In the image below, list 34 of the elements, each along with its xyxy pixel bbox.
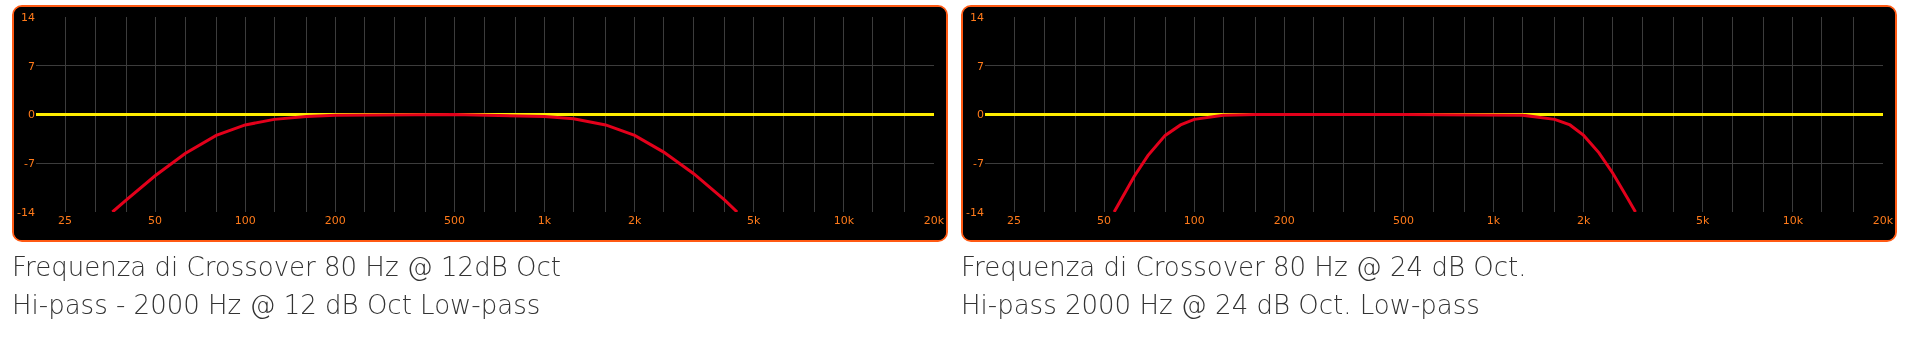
y-tick-label: -14 xyxy=(17,205,35,219)
x-tick-label: 100 xyxy=(1183,214,1205,227)
x-tick-label: 20k xyxy=(923,214,945,227)
x-tick-label: 10k xyxy=(833,214,855,227)
y-tick-label: 14 xyxy=(970,10,984,24)
text: Frequenza di Crossover 80 Hz @ 24 dB Oct. xyxy=(961,252,1527,282)
x-tick-label: 5k xyxy=(747,214,762,227)
x-tick-label: 50 xyxy=(1097,214,1112,227)
y-tick-label: -7 xyxy=(24,157,35,171)
x-tick-label: 2k xyxy=(1576,214,1591,227)
x-tick-label: 1k xyxy=(1486,214,1501,227)
x-tick-label: 50 xyxy=(148,214,163,227)
x-tick-label: 2k xyxy=(627,214,642,227)
x-tick-label: 20k xyxy=(1872,214,1894,227)
x-tick-label: 25 xyxy=(58,214,73,227)
x-tick-label: 10k xyxy=(1782,214,1804,227)
text: Frequenza di Crossover 80 Hz @ 12dB Oct xyxy=(12,252,561,282)
y-tick-label: 14 xyxy=(21,10,35,24)
x-tick-label: 200 xyxy=(1273,214,1295,227)
x-tick-label: 1k xyxy=(537,214,552,227)
y-tick-label: 7 xyxy=(28,59,35,73)
x-tick-label: 25 xyxy=(1007,214,1022,227)
y-tick-label: 0 xyxy=(977,108,984,122)
y-tick-label: 7 xyxy=(977,59,984,73)
y-tick-label: 0 xyxy=(28,108,35,122)
text: Hi-pass - 2000 Hz @ 12 dB Oct Low-pass xyxy=(12,290,541,320)
x-tick-label: 5k xyxy=(1696,214,1711,227)
text: Hi-pass 2000 Hz @ 24 dB Oct. Low-pass xyxy=(961,290,1480,320)
y-tick-label: -7 xyxy=(973,157,984,171)
x-tick-label: 500 xyxy=(1392,214,1414,227)
y-tick-label: -14 xyxy=(966,205,984,219)
x-tick-label: 200 xyxy=(324,214,346,227)
x-tick-label: 100 xyxy=(234,214,256,227)
x-tick-label: 500 xyxy=(443,214,465,227)
